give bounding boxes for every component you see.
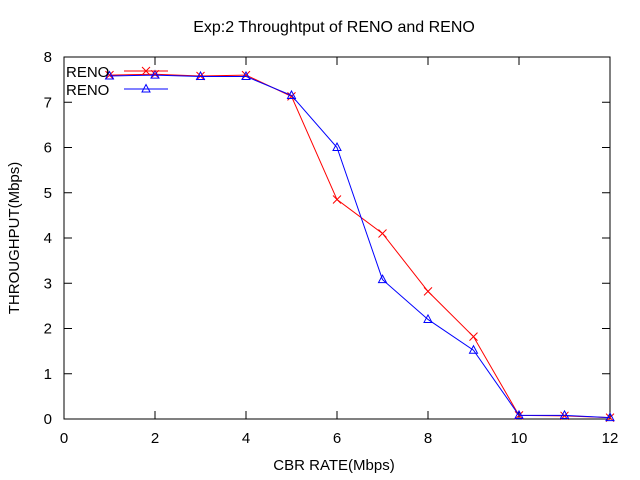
data-point bbox=[286, 89, 297, 99]
series-2 bbox=[104, 69, 615, 422]
legend-marker bbox=[141, 66, 151, 76]
data-point bbox=[559, 409, 570, 419]
x-tick-label: 12 bbox=[602, 430, 619, 447]
data-point bbox=[150, 69, 160, 79]
series-line bbox=[109, 73, 611, 419]
legend-label: RENO bbox=[66, 64, 109, 81]
data-point bbox=[105, 70, 114, 80]
data-point bbox=[423, 287, 433, 296]
data-point bbox=[468, 344, 479, 354]
y-tick-label: 0 bbox=[44, 411, 52, 428]
series-1 bbox=[105, 69, 615, 422]
y-tick-label: 4 bbox=[44, 230, 52, 247]
y-tick-label: 7 bbox=[44, 94, 52, 111]
data-point bbox=[605, 412, 615, 422]
series-layer bbox=[104, 69, 615, 422]
data-point bbox=[378, 229, 387, 238]
legend-marker bbox=[141, 83, 151, 93]
y-tick-label: 1 bbox=[44, 366, 52, 383]
data-point bbox=[469, 332, 478, 341]
y-tick-label: 8 bbox=[44, 49, 52, 66]
x-axis-label: CBR RATE(Mbps) bbox=[273, 457, 394, 474]
y-axis-label: THROUGHPUT(Mbps) bbox=[6, 162, 23, 315]
x-tick-label: 10 bbox=[511, 430, 528, 447]
x-tick-label: 8 bbox=[424, 430, 432, 447]
data-point bbox=[332, 195, 342, 204]
data-point bbox=[332, 141, 342, 151]
data-point bbox=[514, 409, 524, 419]
data-point bbox=[150, 69, 160, 79]
x-tick-label: 2 bbox=[151, 430, 159, 447]
legend-label: RENO bbox=[66, 82, 109, 99]
data-point bbox=[241, 70, 251, 80]
y-tick-label: 5 bbox=[44, 185, 52, 202]
plot-frame bbox=[63, 56, 611, 420]
chart-title: Exp:2 Throughtput of RENO and RENO bbox=[193, 19, 475, 36]
y-tick-label: 3 bbox=[44, 275, 52, 292]
data-point bbox=[423, 313, 433, 323]
data-point bbox=[195, 70, 206, 80]
data-point bbox=[377, 274, 388, 284]
x-tick-label: 6 bbox=[333, 430, 341, 447]
y-tick-label: 6 bbox=[44, 140, 52, 157]
y-tick-label: 2 bbox=[44, 321, 52, 338]
x-tick-label: 0 bbox=[60, 430, 68, 447]
x-tick-label: 4 bbox=[242, 430, 250, 447]
series-line bbox=[109, 74, 611, 419]
data-point bbox=[104, 70, 115, 80]
